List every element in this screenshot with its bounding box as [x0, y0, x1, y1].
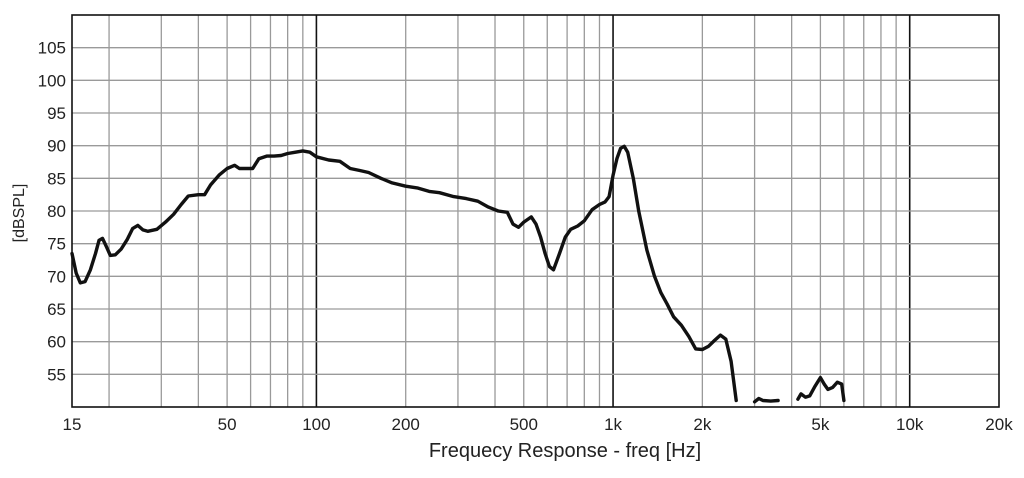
- y-tick-label: 60: [47, 333, 66, 352]
- x-tick-label: 200: [392, 415, 420, 434]
- x-tick-label: 500: [510, 415, 538, 434]
- x-tick-label: 15: [63, 415, 82, 434]
- y-tick-label: 65: [47, 300, 66, 319]
- y-axis-title: [dBSPL]: [11, 184, 28, 243]
- response-curve-group: [70, 144, 846, 404]
- y-tick-label: 75: [47, 235, 66, 254]
- response-curve-segment: [752, 396, 780, 404]
- y-tick-label: 105: [38, 39, 66, 58]
- response-curve-segment: [796, 375, 846, 403]
- x-tick-label: 100: [302, 415, 330, 434]
- y-tick-labels: 55 60 65 70 75 80 85 90 95 100 105: [38, 39, 66, 385]
- x-tick-labels: 15 50 100 200 500 1k 2k 5k 10k 20k: [63, 415, 1014, 434]
- x-tick-label: 5k: [811, 415, 829, 434]
- x-tick-label: 1k: [604, 415, 622, 434]
- x-tick-label: 20k: [985, 415, 1013, 434]
- grid-lines: [72, 15, 999, 407]
- y-tick-label: 55: [47, 365, 66, 384]
- y-tick-label: 100: [38, 71, 66, 90]
- y-tick-label: 70: [47, 267, 66, 286]
- y-tick-label: 90: [47, 137, 66, 156]
- x-tick-label: 2k: [693, 415, 711, 434]
- response-curve-segment: [70, 144, 738, 403]
- y-tick-label: 95: [47, 104, 66, 123]
- y-tick-label: 85: [47, 169, 66, 188]
- y-tick-label: 80: [47, 202, 66, 221]
- x-axis-title: Frequecy Response - freq [Hz]: [429, 440, 701, 462]
- x-tick-label: 10k: [896, 415, 924, 434]
- x-tick-label: 50: [218, 415, 237, 434]
- plot-frame: [71, 14, 1000, 408]
